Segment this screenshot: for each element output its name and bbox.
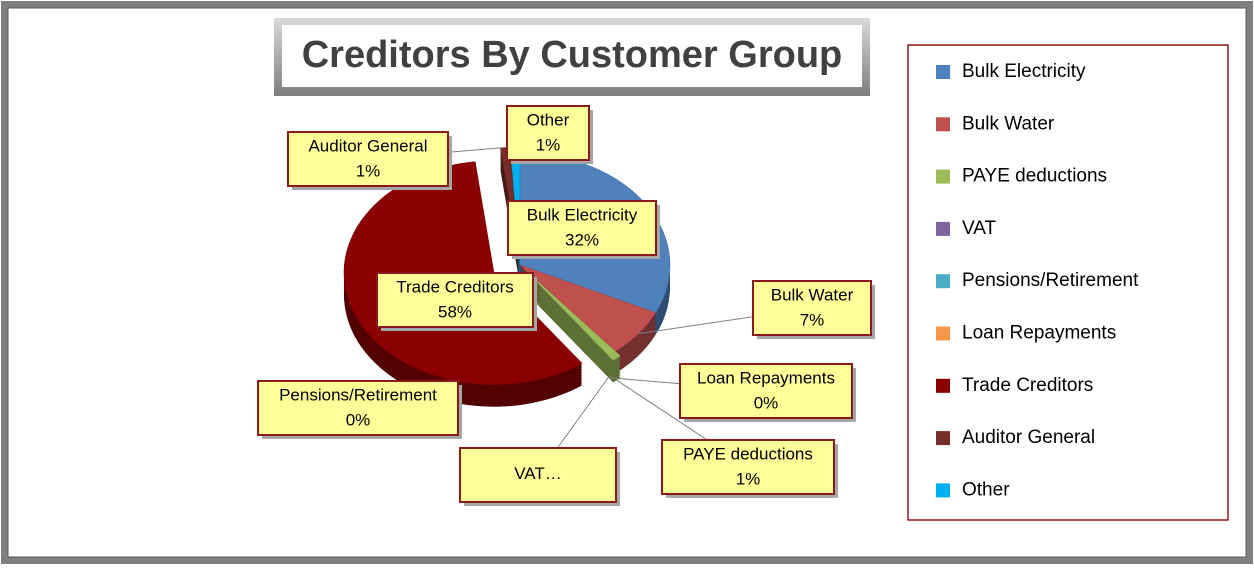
legend-label: Other xyxy=(962,479,1010,500)
legend-swatch xyxy=(936,431,950,446)
label-value: 1% xyxy=(356,161,381,180)
legend-swatch xyxy=(936,169,950,184)
label-box xyxy=(376,272,534,328)
data-labels: Bulk Electricity 32% Bulk Water 7% PAYE dedu… xyxy=(257,105,875,506)
chart-title: Creditors By Customer Group xyxy=(302,34,843,76)
legend-label: PAYE deductions xyxy=(962,166,1107,187)
label-value: 32% xyxy=(565,230,599,249)
label-box xyxy=(507,200,657,256)
legend-label: Loan Repayments xyxy=(962,323,1116,344)
legend-swatch xyxy=(936,221,950,236)
label-category: Loan Repayments xyxy=(697,368,835,387)
label-category: Bulk Electricity xyxy=(527,205,638,224)
legend-swatch xyxy=(936,483,950,498)
title-box xyxy=(282,25,862,87)
label-box xyxy=(679,363,853,419)
slice xyxy=(524,269,621,361)
label-value: … xyxy=(545,464,562,483)
legend-label: Bulk Electricity xyxy=(962,61,1086,82)
legend-swatch xyxy=(936,65,950,79)
label-value: 1% xyxy=(736,469,761,488)
legend-label: Trade Creditors xyxy=(962,375,1093,396)
legend-label: VAT xyxy=(962,218,997,239)
legend-label: Pensions/Retirement xyxy=(962,270,1139,291)
legend-label: Auditor General xyxy=(962,427,1095,448)
legend-swatch xyxy=(936,117,950,132)
label-box xyxy=(506,105,590,161)
legend-swatch xyxy=(936,378,950,393)
label-value: 1% xyxy=(536,135,561,154)
label-value: 58% xyxy=(438,302,472,321)
label-box xyxy=(459,447,617,503)
label-box xyxy=(287,131,449,187)
legend: Bulk Electricity Bulk Water PAYE deduction… xyxy=(936,61,1139,500)
label-category: Trade Creditors xyxy=(396,277,513,296)
legend-box xyxy=(907,44,1229,521)
label-box xyxy=(257,380,459,436)
label-category: Other xyxy=(527,110,570,129)
label-category: Auditor General xyxy=(308,136,427,155)
label-box xyxy=(752,280,872,336)
legend-label: Bulk Water xyxy=(962,113,1055,134)
data-label: VAT… xyxy=(514,464,562,483)
label-box xyxy=(661,439,835,495)
legend-swatch xyxy=(936,274,950,289)
label-category: Bulk Water xyxy=(771,285,854,304)
label-value: 7% xyxy=(800,310,825,329)
label-value: 0% xyxy=(346,410,371,429)
label-category: Pensions/Retirement xyxy=(279,385,437,404)
label-category: VAT xyxy=(514,464,545,483)
legend-swatch xyxy=(936,326,950,341)
label-category: PAYE deductions xyxy=(683,444,813,463)
slice xyxy=(519,264,657,352)
label-value: 0% xyxy=(754,393,779,412)
